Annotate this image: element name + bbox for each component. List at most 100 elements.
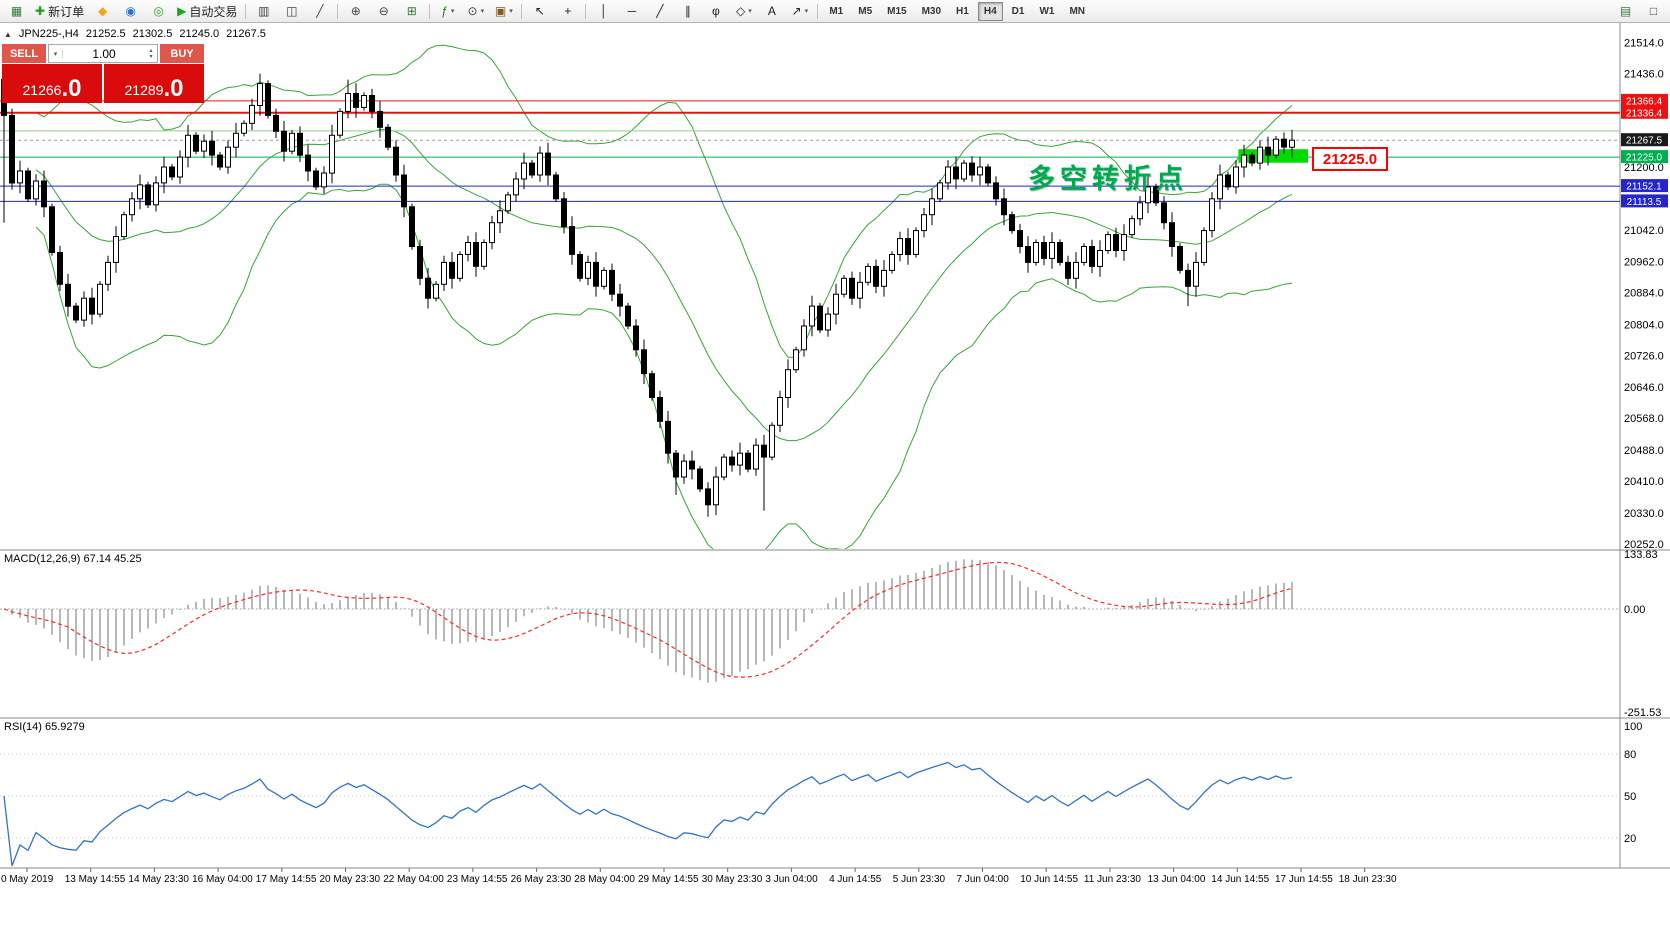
macd-axis-label: 0.00 bbox=[1624, 604, 1645, 616]
price-level-tag: 21267.5 bbox=[1621, 133, 1668, 147]
channel-icon: ∥ bbox=[684, 4, 691, 18]
toolbar-separator bbox=[585, 3, 587, 19]
time-axis-label: 13 May 14:55 bbox=[65, 874, 126, 885]
time-axis-label: 13 Jun 04:00 bbox=[1148, 874, 1206, 885]
tile-windows-button[interactable]: ⊞ bbox=[398, 1, 425, 22]
indicators-button[interactable]: ƒ ▾ bbox=[434, 1, 461, 22]
timeframe-mn-button[interactable]: MN bbox=[1069, 5, 1085, 17]
macd-axis-label: 133.83 bbox=[1624, 549, 1658, 561]
timeframe-d1-button[interactable]: D1 bbox=[1011, 5, 1025, 17]
price-level-tag: 21336.4 bbox=[1621, 105, 1668, 119]
tile-windows-icon: ⊞ bbox=[406, 4, 417, 18]
chart-ohlc-header: ▲ JPN225-,H4 21252.5 21302.5 21245.0 212… bbox=[4, 28, 266, 40]
turning-point-annotation[interactable]: 多空转折点 bbox=[1028, 164, 1188, 194]
ohlc-open: 21252.5 bbox=[85, 28, 126, 40]
toolbar-separator bbox=[429, 3, 431, 19]
timeframe-m30-button[interactable]: M30 bbox=[921, 5, 942, 17]
toolbar-separator bbox=[521, 3, 523, 19]
timeframe-h4-button[interactable]: H4 bbox=[977, 1, 1003, 21]
sell-price-pips: .0 bbox=[61, 75, 82, 102]
time-axis-label: 3 Jun 04:00 bbox=[765, 874, 818, 885]
price-axis-label: 20646.0 bbox=[1624, 382, 1664, 394]
templates-icon: ▣ bbox=[494, 4, 507, 18]
line-chart-button[interactable]: ╱ bbox=[306, 1, 333, 22]
volume-value[interactable]: 1.00 bbox=[92, 46, 116, 61]
horizontal-line-button[interactable]: ─ bbox=[618, 1, 645, 22]
highlight-zone bbox=[1238, 149, 1308, 163]
crosshair-button[interactable]: + bbox=[554, 1, 581, 22]
zoom-out-button[interactable]: ⊖ bbox=[370, 1, 397, 22]
time-axis-label: 18 Jun 23:30 bbox=[1339, 874, 1397, 885]
price-axis-label: 20488.0 bbox=[1624, 445, 1664, 457]
shapes-button[interactable]: ◇ ▾ bbox=[730, 1, 757, 22]
svg-text:21152.1: 21152.1 bbox=[1626, 182, 1662, 193]
periods-button[interactable]: ⊙ ▾ bbox=[462, 1, 489, 22]
price-tag-annotation[interactable]: 21225.0 bbox=[1312, 147, 1388, 171]
autotrading-button[interactable]: ▶ 自动交易 bbox=[173, 1, 241, 22]
text-icon: A bbox=[767, 4, 776, 18]
trendline-button[interactable]: ╱ bbox=[646, 1, 673, 22]
price-axis-label: 21200.0 bbox=[1624, 162, 1664, 174]
dropdown-caret-icon[interactable]: ▾ bbox=[480, 8, 485, 15]
timeframe-m1-button[interactable]: M1 bbox=[829, 5, 844, 17]
time-axis[interactable]: 0 May 2019 13 May 14:55 14 May 23:30 16 May… bbox=[1, 868, 1397, 885]
price-axis-label: 20962.0 bbox=[1624, 257, 1664, 269]
timeframe-w1-button[interactable]: W1 bbox=[1039, 5, 1055, 17]
time-axis-label: 14 May 23:30 bbox=[128, 874, 189, 885]
dropdown-caret-icon[interactable]: ▾ bbox=[748, 8, 752, 15]
sell-price-main: 21266 bbox=[22, 82, 62, 98]
sell-button[interactable]: SELL bbox=[2, 44, 46, 63]
new-order-button[interactable]: ✚ 新订单 bbox=[31, 1, 88, 22]
shapes-icon: ◇ bbox=[735, 4, 746, 18]
time-axis-label: 17 May 14:55 bbox=[256, 874, 317, 885]
arrows-button[interactable]: ↗ ▾ bbox=[786, 1, 813, 22]
chart-window-button[interactable]: ▦ bbox=[3, 1, 30, 22]
text-button[interactable]: A bbox=[758, 1, 785, 22]
bar-chart-button[interactable]: ▥ bbox=[250, 1, 277, 22]
dropdown-caret-icon[interactable]: ▾ bbox=[804, 8, 809, 15]
buy-button[interactable]: BUY bbox=[160, 44, 204, 63]
templates-button[interactable]: ▣ ▾ bbox=[490, 1, 517, 22]
one-click-trading-panel: SELL ▾ 1.00 ▴ ▾ BUY 21266.0 21289.0 bbox=[2, 44, 204, 103]
timeframe-m5-button[interactable]: M5 bbox=[858, 5, 873, 17]
volume-input[interactable]: ▾ 1.00 ▴ ▾ bbox=[48, 44, 158, 63]
mql5-icon: ◆ bbox=[97, 4, 108, 18]
timeframe-h1-button[interactable]: H1 bbox=[956, 5, 969, 17]
time-axis-label: 4 Jun 14:55 bbox=[829, 874, 882, 885]
dropdown-caret-icon[interactable]: ▾ bbox=[450, 8, 455, 15]
volume-dropdown-icon[interactable]: ▾ bbox=[49, 49, 63, 58]
time-axis-label: 26 May 23:30 bbox=[511, 874, 572, 885]
trade-panel-toggle-icon[interactable]: ▲ bbox=[4, 29, 12, 39]
market-button[interactable]: ◉ bbox=[117, 1, 144, 22]
arrows-icon: ↗ bbox=[791, 4, 802, 18]
timeframe-m15-button[interactable]: M15 bbox=[887, 5, 907, 17]
price-axis-label: 21514.0 bbox=[1624, 37, 1664, 49]
fibonacci-button[interactable]: φ bbox=[702, 1, 729, 22]
zoom-in-button[interactable]: ⊕ bbox=[342, 1, 369, 22]
signals-button[interactable]: ◎ bbox=[145, 1, 172, 22]
vertical-line-button[interactable]: │ bbox=[590, 1, 617, 22]
price-axis-label: 20330.0 bbox=[1624, 508, 1664, 520]
price-axis-label: 20252.0 bbox=[1624, 539, 1664, 551]
mql5-button[interactable]: ◆ bbox=[89, 1, 116, 22]
new-order-label: 新订单 bbox=[48, 4, 85, 19]
channel-button[interactable]: ∥ bbox=[674, 1, 701, 22]
dropdown-caret-icon[interactable]: ▾ bbox=[509, 8, 513, 15]
buy-price-box[interactable]: 21289.0 bbox=[104, 64, 204, 103]
volume-down-icon[interactable]: ▾ bbox=[149, 53, 153, 60]
volume-spinner[interactable]: ▴ ▾ bbox=[145, 48, 157, 60]
macd-indicator-label: MACD(12,26,9) 67.14 45.25 bbox=[4, 553, 142, 565]
sell-price-box[interactable]: 21266.0 bbox=[2, 64, 102, 103]
volume-up-icon[interactable]: ▴ bbox=[149, 47, 153, 54]
horizontal-line-icon: ─ bbox=[627, 4, 637, 18]
new-order-icon: ✚ bbox=[35, 4, 46, 18]
price-axis[interactable]: 21514.0 21436.0 21200.0 21042.0 20962.0 20884… bbox=[1621, 37, 1668, 551]
window-mode-button[interactable]: □ bbox=[1640, 1, 1667, 22]
window-mode-icon: □ bbox=[1649, 4, 1658, 18]
cursor-button[interactable]: ↖ bbox=[526, 1, 553, 22]
fibonacci-icon: φ bbox=[711, 4, 720, 18]
candlestick-button[interactable]: ◫ bbox=[278, 1, 305, 22]
chart-list-button[interactable]: ▤ bbox=[1612, 1, 1639, 22]
